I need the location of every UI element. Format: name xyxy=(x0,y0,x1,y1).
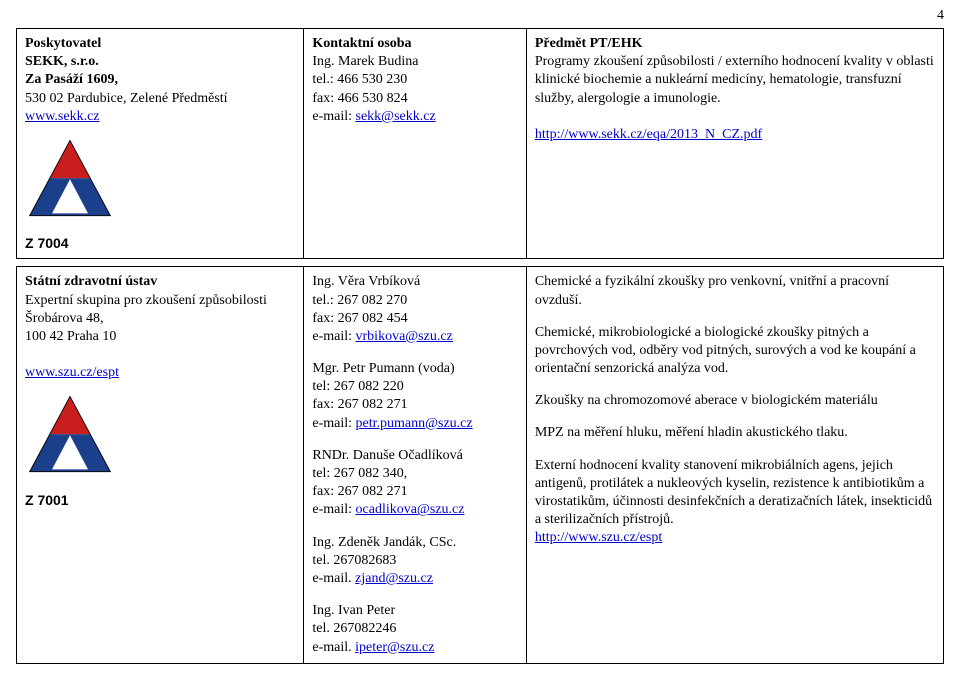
contact-name: Ing. Marek Budina xyxy=(312,53,517,71)
cell-subject: Chemické a fyzikální zkoušky pro venkovn… xyxy=(526,267,943,663)
table-row: Poskytovatel SEKK, s.r.o. Za Pasáží 1609… xyxy=(17,29,944,259)
cell-provider: Poskytovatel SEKK, s.r.o. Za Pasáží 1609… xyxy=(17,29,304,259)
cell-provider: Státní zdravotní ústav Expertní skupina … xyxy=(17,267,304,663)
contact-email-link[interactable]: zjand@szu.cz xyxy=(355,571,433,586)
contact-tel: tel: 267 082 340, xyxy=(312,465,517,483)
contact-tel: tel: 267 082 220 xyxy=(312,378,517,396)
email-label: e-mail: xyxy=(312,502,355,517)
subject-block: Externí hodnocení kvality stanovení mikr… xyxy=(535,457,935,548)
logo-code: Z 7001 xyxy=(25,491,295,509)
contact-fax: fax: 466 530 824 xyxy=(312,90,517,108)
subject-text: Chemické a fyzikální zkoušky pro venkovn… xyxy=(535,273,935,309)
contact-tel: tel. 267082246 xyxy=(312,620,517,638)
contact-name: Ing. Ivan Peter xyxy=(312,602,517,620)
main-table: Poskytovatel SEKK, s.r.o. Za Pasáží 1609… xyxy=(16,28,944,664)
subject-text: MPZ na měření hluku, měření hladin akust… xyxy=(535,424,935,442)
email-label: e-mail: xyxy=(312,329,355,344)
contact-block: RNDr. Danuše Očadlíková tel: 267 082 340… xyxy=(312,447,517,520)
page-number: 4 xyxy=(16,8,944,24)
accreditation-logo: Z 7001 xyxy=(25,392,295,508)
subject-text: Externí hodnocení kvality stanovení mikr… xyxy=(535,457,935,530)
contact-tel: tel. 267082683 xyxy=(312,552,517,570)
contact-block: Mgr. Petr Pumann (voda) tel: 267 082 220… xyxy=(312,360,517,433)
contact-email-link[interactable]: ocadlikova@szu.cz xyxy=(356,502,465,517)
contact-email-link[interactable]: sekk@sekk.cz xyxy=(356,109,436,124)
cell-contact: Ing. Věra Vrbíková tel.: 267 082 270 fax… xyxy=(304,267,526,663)
contact-email-link[interactable]: vrbikova@szu.cz xyxy=(356,329,453,344)
subject-block: MPZ na měření hluku, měření hladin akust… xyxy=(535,424,935,442)
email-label: e-mail. xyxy=(312,571,355,586)
provider-name: Státní zdravotní ústav xyxy=(25,273,295,291)
email-label: e-mail: xyxy=(312,416,355,431)
provider-web-link[interactable]: www.sekk.cz xyxy=(25,109,100,124)
subject-link[interactable]: http://www.sekk.cz/eqa/2013_N_CZ.pdf xyxy=(535,127,762,142)
provider-web-link[interactable]: www.szu.cz/espt xyxy=(25,365,119,380)
contact-tel: tel.: 466 530 230 xyxy=(312,71,517,89)
email-label: e-mail. xyxy=(312,640,355,655)
contact-fax: fax: 267 082 454 xyxy=(312,310,517,328)
contact-email-link[interactable]: petr.pumann@szu.cz xyxy=(356,416,473,431)
subject-block: Chemické a fyzikální zkoušky pro venkovn… xyxy=(535,273,935,309)
contact-email-link[interactable]: ipeter@szu.cz xyxy=(355,640,434,655)
contact-name: Mgr. Petr Pumann (voda) xyxy=(312,360,517,378)
header-provider: Poskytovatel xyxy=(25,35,295,53)
accreditation-logo: Z 7004 xyxy=(25,136,295,252)
contact-fax: fax: 267 082 271 xyxy=(312,396,517,414)
subject-block: Zkoušky na chromozomové aberace v biolog… xyxy=(535,392,935,410)
provider-addr: Za Pasáží 1609, xyxy=(25,71,295,89)
contact-name: Ing. Zdeněk Jandák, CSc. xyxy=(312,534,517,552)
logo-code: Z 7004 xyxy=(25,234,295,252)
contact-tel: tel.: 267 082 270 xyxy=(312,292,517,310)
subject-text: Chemické, mikrobiologické a biologické z… xyxy=(535,324,935,379)
cell-contact: Kontaktní osoba Ing. Marek Budina tel.: … xyxy=(304,29,526,259)
provider-addr: Šrobárova 48, xyxy=(25,310,295,328)
provider-name: SEKK, s.r.o. xyxy=(25,53,295,71)
contact-block: Ing. Věra Vrbíková tel.: 267 082 270 fax… xyxy=(312,273,517,346)
table-row: Státní zdravotní ústav Expertní skupina … xyxy=(17,267,944,663)
contact-block: Ing. Zdeněk Jandák, CSc. tel. 267082683 … xyxy=(312,534,517,589)
triangle-logo-icon xyxy=(25,392,115,482)
subject-text: Zkoušky na chromozomové aberace v biolog… xyxy=(535,392,935,410)
subject-text: Programy zkoušení způsobilosti / externí… xyxy=(535,53,935,108)
provider-addr: 100 42 Praha 10 xyxy=(25,328,295,346)
contact-fax: fax: 267 082 271 xyxy=(312,483,517,501)
header-contact: Kontaktní osoba xyxy=(312,35,517,53)
contact-block: Ing. Ivan Peter tel. 267082246 e-mail. i… xyxy=(312,602,517,657)
contact-name: Ing. Věra Vrbíková xyxy=(312,273,517,291)
cell-subject: Předmět PT/EHK Programy zkoušení způsobi… xyxy=(526,29,943,259)
provider-addr: 530 02 Pardubice, Zelené Předměstí xyxy=(25,90,295,108)
email-label: e-mail: xyxy=(312,109,355,124)
subject-link[interactable]: http://www.szu.cz/espt xyxy=(535,530,662,545)
contact-name: RNDr. Danuše Očadlíková xyxy=(312,447,517,465)
contact-email-line: e-mail: sekk@sekk.cz xyxy=(312,108,517,126)
subject-block: Chemické, mikrobiologické a biologické z… xyxy=(535,324,935,379)
header-subject: Předmět PT/EHK xyxy=(535,35,935,53)
provider-line: Expertní skupina pro zkoušení způsobilos… xyxy=(25,292,295,310)
triangle-logo-icon xyxy=(25,136,115,226)
